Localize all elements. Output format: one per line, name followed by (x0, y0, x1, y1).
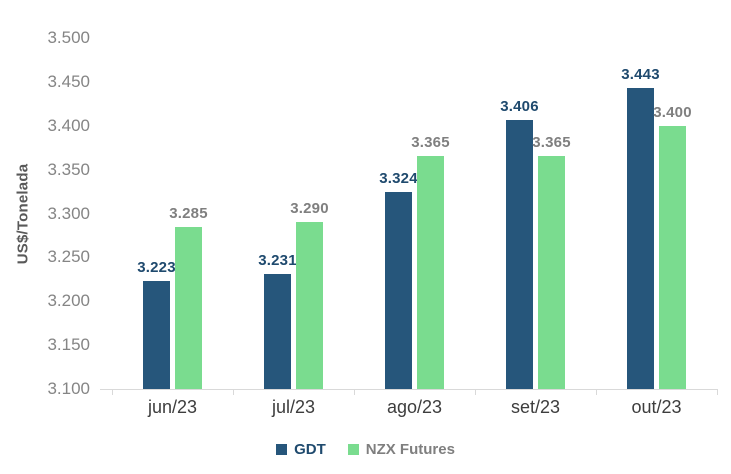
bar-gdt-jul-23 (264, 274, 291, 389)
bar-value-label-gdt-jul-23: 3.231 (258, 252, 297, 270)
bar-value-label-nzx-futures-out-23: 3.400 (653, 103, 692, 121)
x-axis-label-ago-23: ago/23 (386, 397, 443, 417)
legend-marker-gdt-icon (276, 444, 288, 455)
x-tick-mark (475, 389, 476, 395)
bar-value-label-nzx-futures-set-23: 3.365 (532, 134, 571, 152)
bar-value-label-nzx-futures-jul-23: 3.290 (290, 200, 329, 218)
y-tick-label: 3.250 (47, 247, 90, 267)
bar-nzx-futures-out-23 (659, 125, 686, 389)
bar-nzx-futures-set-23 (538, 156, 565, 389)
bar-gdt-set-23 (506, 120, 533, 389)
y-tick-label: 3.350 (47, 159, 90, 179)
x-tick-mark (596, 389, 597, 395)
y-tick-label: 3.200 (47, 291, 90, 311)
legend: GDT NZX Futures (0, 441, 731, 458)
legend-marker-nzx-futures-icon (347, 444, 359, 455)
x-axis-label-jul-23: jul/23 (271, 397, 316, 417)
bar-nzx-futures-ago-23 (417, 156, 444, 389)
bar-gdt-ago-23 (385, 192, 412, 389)
x-axis-line (100, 389, 717, 390)
x-tick-mark (354, 389, 355, 395)
bar-nzx-futures-jul-23 (296, 222, 323, 389)
legend-label-nzx-futures: NZX Futures (365, 441, 455, 458)
x-axis-label-set-23: set/23 (510, 397, 561, 417)
bar-value-label-nzx-futures-ago-23: 3.365 (411, 134, 450, 152)
bar-value-label-gdt-out-23: 3.443 (621, 66, 660, 84)
y-tick-label: 3.300 (47, 203, 90, 223)
x-axis-label-jun-23: jun/23 (147, 397, 198, 417)
x-tick-mark (717, 389, 718, 395)
bar-value-label-nzx-futures-jun-23: 3.285 (169, 204, 208, 222)
y-tick-label: 3.500 (47, 28, 90, 47)
x-axis-label-out-23: out/23 (631, 397, 682, 417)
x-tick-mark (112, 389, 113, 395)
y-tick-label: 3.150 (47, 335, 90, 355)
legend-item-gdt: GDT (276, 441, 326, 458)
legend-item-nzx-futures: NZX Futures (347, 441, 455, 458)
x-tick-mark (233, 389, 234, 395)
y-tick-label: 3.450 (47, 71, 90, 91)
legend-label-gdt: GDT (294, 441, 326, 458)
bar-nzx-futures-jun-23 (175, 226, 202, 389)
bar-value-label-gdt-ago-23: 3.324 (379, 170, 418, 188)
bar-gdt-out-23 (627, 88, 654, 389)
bar-value-label-gdt-jun-23: 3.223 (137, 259, 176, 277)
bar-value-label-gdt-set-23: 3.406 (500, 98, 539, 116)
y-tick-label: 3.400 (47, 115, 90, 135)
y-tick-label: 3.100 (47, 379, 90, 398)
bar-gdt-jun-23 (143, 281, 170, 389)
